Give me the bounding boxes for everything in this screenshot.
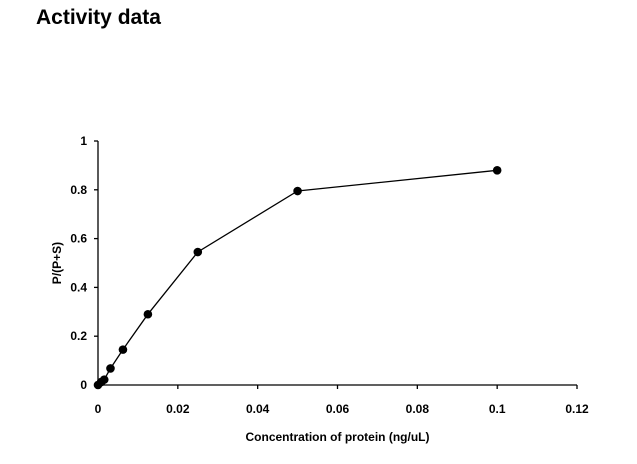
y-axis-title: P/(P+S) [50, 242, 64, 284]
data-point [143, 309, 153, 319]
page-title: Activity data [36, 6, 161, 29]
y-tick-label: 0.2 [70, 329, 87, 343]
y-axis-ticks: 0 0.2 0.4 0.6 0.8 1 [70, 134, 98, 392]
data-point [492, 165, 502, 175]
data-point [118, 345, 128, 354]
data-point [106, 364, 115, 373]
x-axis-title: Concentration of protein (ng/uL) [246, 430, 430, 444]
x-tick-label: 0.08 [406, 402, 430, 416]
chart-axes [97, 141, 577, 386]
x-tick-label: 0.04 [246, 402, 270, 416]
x-tick-label: 0 [95, 402, 102, 416]
series-line [97, 169, 498, 386]
x-tick-label: 0.1 [489, 402, 506, 416]
y-tick-label: 0.6 [70, 232, 87, 246]
data-point [193, 247, 203, 257]
x-axis-ticks: 0 0.02 0.04 0.06 0.08 0.1 0.12 [95, 385, 589, 416]
data-point [293, 186, 302, 196]
y-tick-label: 0 [80, 378, 87, 392]
data-series [93, 165, 502, 390]
x-tick-label: 0.06 [326, 402, 350, 416]
y-tick-label: 1 [80, 134, 87, 148]
data-point [99, 375, 109, 384]
y-tick-label: 0.4 [70, 280, 87, 294]
y-tick-label: 0.8 [70, 183, 87, 197]
x-tick-label: 0.02 [166, 402, 190, 416]
x-tick-label: 0.12 [565, 402, 589, 416]
